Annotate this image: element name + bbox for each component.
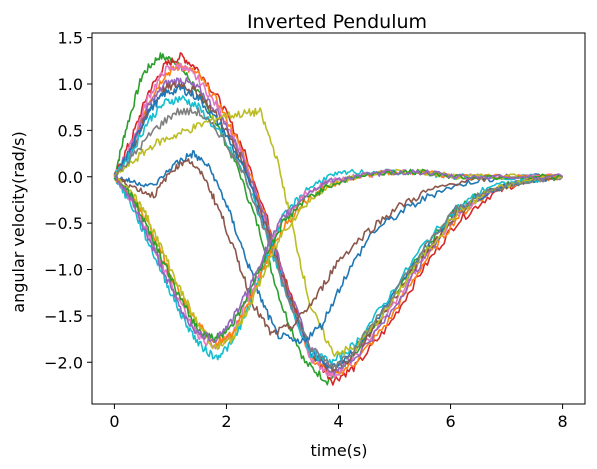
x-axis: 0 2 4 6 8 — [109, 404, 568, 431]
y-tick-label: −1.0 — [44, 261, 83, 280]
y-tick-label: −1.5 — [44, 307, 83, 326]
series-line-6 — [113, 82, 563, 372]
series-line-8 — [113, 95, 563, 366]
y-axis: 1.5 1.0 0.5 0.0 −0.5 −1.0 −1.5 −2.0 — [44, 29, 92, 372]
y-tick-label: 1.0 — [58, 75, 83, 94]
series-line-5 — [113, 77, 563, 376]
series-line-7 — [113, 84, 563, 370]
y-tick-label: 0.0 — [58, 168, 83, 187]
x-tick-label: 0 — [109, 412, 119, 431]
series-line-1 — [113, 52, 563, 386]
x-tick-label: 4 — [333, 412, 343, 431]
y-tick-label: 0.5 — [58, 121, 83, 140]
y-axis-label: angular velocity(rad/s) — [9, 131, 28, 312]
chart-title: Inverted Pendulum — [247, 11, 427, 33]
series-line-9 — [113, 107, 563, 358]
series-line-11 — [113, 150, 563, 345]
series-line-2 — [113, 52, 564, 386]
series-line-14 — [114, 169, 563, 350]
series-line-16 — [113, 168, 563, 351]
x-tick-label: 6 — [445, 412, 455, 431]
y-tick-label: 1.5 — [58, 29, 83, 48]
series-line-18 — [114, 168, 564, 343]
series-line-13 — [113, 168, 563, 361]
x-tick-label: 2 — [221, 412, 231, 431]
series-line-12 — [114, 158, 563, 336]
y-tick-label: −0.5 — [44, 214, 83, 233]
series-line-10 — [113, 107, 564, 369]
x-tick-label: 8 — [557, 412, 567, 431]
series-layer — [113, 52, 564, 386]
x-axis-label: time(s) — [311, 441, 368, 460]
series-line-17 — [113, 168, 563, 344]
y-tick-label: −2.0 — [44, 353, 83, 372]
